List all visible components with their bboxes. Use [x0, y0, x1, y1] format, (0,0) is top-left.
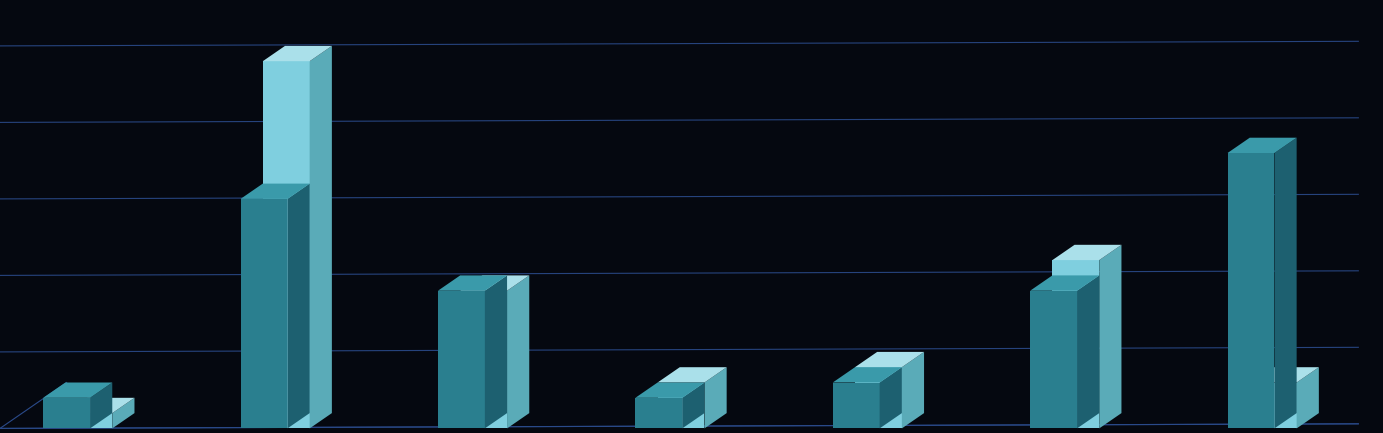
Polygon shape [438, 275, 508, 291]
Polygon shape [902, 352, 924, 428]
Polygon shape [855, 352, 924, 367]
Bar [833, 382, 880, 428]
Bar [263, 61, 310, 428]
Polygon shape [508, 275, 530, 428]
Bar [657, 382, 704, 428]
Bar [1052, 260, 1099, 428]
Polygon shape [241, 184, 310, 199]
Polygon shape [657, 367, 726, 382]
Bar [1228, 153, 1274, 428]
Polygon shape [461, 275, 530, 291]
Polygon shape [263, 46, 332, 61]
Polygon shape [635, 382, 704, 398]
Bar [438, 291, 485, 428]
Bar [1250, 382, 1297, 428]
Polygon shape [1077, 275, 1099, 428]
Bar [635, 398, 682, 428]
Polygon shape [1297, 367, 1319, 428]
Polygon shape [310, 46, 332, 428]
Bar [65, 413, 112, 428]
Polygon shape [1250, 367, 1319, 382]
Bar [461, 291, 508, 428]
Polygon shape [112, 398, 134, 428]
Polygon shape [1274, 138, 1297, 428]
Polygon shape [1099, 245, 1122, 428]
Polygon shape [880, 367, 902, 428]
Polygon shape [704, 367, 726, 428]
Polygon shape [1052, 245, 1122, 260]
Polygon shape [43, 382, 112, 398]
Polygon shape [1228, 138, 1297, 153]
Polygon shape [833, 367, 902, 382]
Bar [241, 199, 288, 428]
Polygon shape [682, 382, 704, 428]
Bar [855, 367, 902, 428]
Polygon shape [90, 382, 112, 428]
Polygon shape [288, 184, 310, 428]
Polygon shape [1030, 275, 1099, 291]
Bar [1030, 291, 1077, 428]
Bar [43, 398, 90, 428]
Polygon shape [65, 398, 134, 413]
Polygon shape [485, 275, 508, 428]
